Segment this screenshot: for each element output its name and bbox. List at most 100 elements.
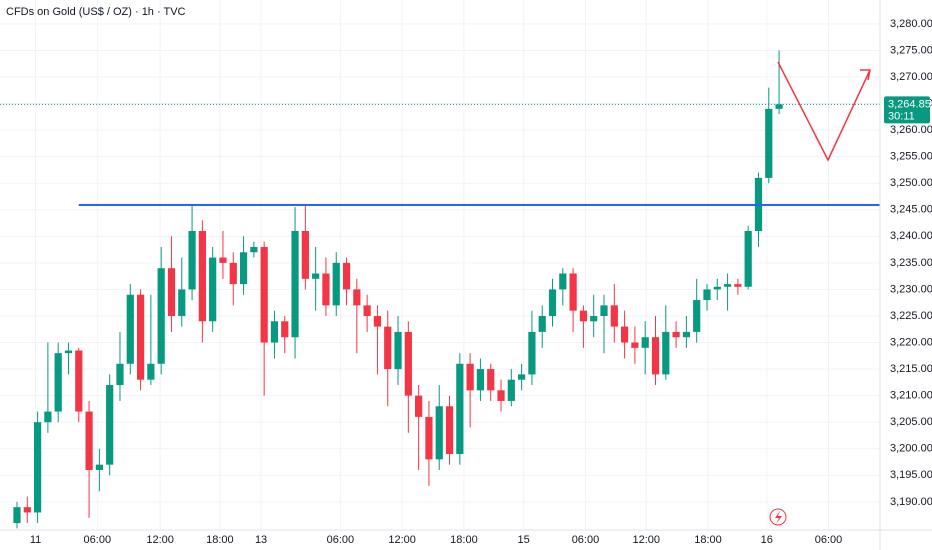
candle-body (456, 363, 464, 455)
candle-body (662, 331, 670, 375)
candle-body (765, 108, 773, 178)
candle-body (404, 331, 412, 396)
x-tick-label: 13 (255, 534, 267, 546)
last-price-label: 3,264.850 (888, 98, 932, 110)
x-tick-label: 12:00 (632, 534, 660, 546)
candle-body (734, 284, 742, 287)
grid (0, 0, 880, 530)
candle-body (85, 411, 93, 470)
candle-body (281, 321, 289, 338)
countdown-label: 30:11 (888, 110, 915, 122)
candle-body (713, 286, 721, 290)
y-tick-label: 3,245.000 (890, 204, 932, 216)
marks (0, 50, 880, 529)
y-tick-label: 3,255.000 (890, 151, 932, 163)
x-tick-label: 06:00 (84, 534, 112, 546)
y-tick-label: 3,250.000 (890, 177, 932, 189)
candle-body (126, 294, 134, 364)
candle-body (744, 231, 752, 287)
x-tick-label: 15 (518, 534, 530, 546)
candle-body (157, 268, 165, 364)
candle-body (620, 326, 629, 343)
candle-body (75, 350, 83, 412)
candle-body (342, 262, 351, 290)
candle-body (384, 326, 392, 370)
candle-body (229, 262, 237, 285)
candle-body (651, 337, 660, 375)
candle-body (703, 289, 711, 301)
event-icon-bolt (775, 511, 782, 524)
candle-body (167, 268, 176, 316)
candle-body (723, 284, 732, 287)
y-tick-label: 3,215.000 (890, 363, 932, 375)
y-tick-label: 3,225.000 (890, 310, 932, 322)
candle-body (106, 385, 114, 465)
arrow-head (860, 69, 871, 81)
y-tick-label: 3,275.000 (890, 44, 932, 56)
candle-body (445, 406, 454, 455)
candle-body (270, 321, 279, 343)
candle-body (322, 273, 330, 306)
candle-body (559, 273, 567, 290)
y-tick-label: 3,205.000 (890, 416, 932, 428)
candle-body (250, 246, 258, 253)
candle-body (312, 273, 320, 279)
candle-body (775, 104, 783, 109)
candle-body (332, 262, 340, 306)
y-tick-label: 3,260.000 (890, 124, 932, 136)
candle-body (178, 289, 186, 316)
candle-body (116, 363, 124, 386)
x-tick-label: 06:00 (815, 534, 843, 546)
candle-body (95, 464, 103, 470)
candle-body (64, 350, 73, 354)
x-tick-label: 11 (30, 534, 41, 546)
candle-body (579, 310, 588, 322)
candle-body (33, 422, 42, 513)
candle-body (373, 315, 382, 327)
candle-body (693, 300, 701, 332)
candle-body (631, 342, 639, 348)
x-tick-label: 18:00 (206, 534, 234, 546)
candle-body (466, 363, 474, 391)
x-tick-label: 12:00 (388, 534, 416, 546)
candle-body (415, 395, 423, 417)
candle-body (590, 315, 598, 322)
candle-body (54, 353, 62, 412)
candle-body (394, 331, 402, 370)
y-tick-label: 3,270.000 (890, 71, 932, 83)
candle-body (528, 331, 536, 375)
candle-body (44, 411, 52, 423)
y-tick-label: 3,230.000 (890, 283, 932, 295)
candle-body (136, 294, 145, 380)
candle-body (641, 337, 649, 348)
candle-body (23, 507, 31, 513)
candle-body (600, 305, 608, 316)
candle-body (538, 315, 546, 332)
x-tick-label: 12:00 (146, 534, 174, 546)
y-tick-label: 3,190.000 (890, 496, 932, 508)
candle-body (672, 331, 680, 338)
y-tick-label: 3,220.000 (890, 336, 932, 348)
candle-body (507, 379, 515, 401)
y-tick-label: 3,240.000 (890, 230, 932, 242)
y-tick-label: 3,235.000 (890, 257, 932, 269)
x-tick-label: 06:00 (327, 534, 355, 546)
candle-body (291, 231, 299, 338)
candle-body (425, 416, 433, 460)
candle-body (219, 257, 227, 263)
candle-body (188, 231, 196, 290)
y-tick-label: 3,280.000 (890, 18, 932, 30)
candle-body (260, 246, 268, 343)
candle-body (682, 331, 690, 338)
candle-body (518, 374, 526, 380)
candle-body (548, 289, 557, 316)
candle-body (569, 273, 577, 311)
candle-body (198, 231, 206, 322)
y-tick-label: 3,200.000 (890, 443, 932, 455)
candle-body (476, 369, 485, 391)
candle-body (209, 257, 217, 322)
projection-arrow (777, 61, 871, 162)
candle-body (147, 363, 155, 380)
